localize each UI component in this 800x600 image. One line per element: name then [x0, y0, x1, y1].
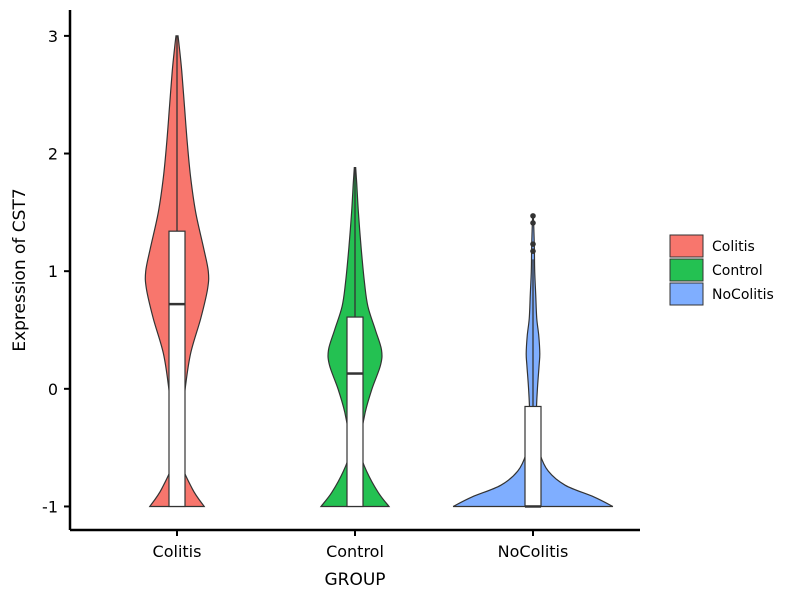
- legend-item-nocolitis: NoColitis: [669, 282, 774, 306]
- x-tick-label: Control: [326, 542, 384, 561]
- outlier-point: [530, 220, 536, 226]
- x-tick-label: Colitis: [153, 542, 202, 561]
- legend-item-control: Control: [669, 258, 763, 282]
- outlier-point: [530, 213, 536, 219]
- legend-label: NoColitis: [712, 287, 774, 303]
- violin-nocolitis: [452, 213, 614, 508]
- y-tick-label: 1: [48, 262, 58, 281]
- box: [346, 316, 364, 508]
- x-axis-title: GROUP: [324, 570, 385, 590]
- legend-label: Control: [712, 263, 763, 279]
- legend-swatch: [669, 282, 704, 306]
- x-tick-label: NoColitis: [498, 542, 569, 561]
- legend-label: Colitis: [712, 239, 755, 255]
- y-axis-title: Expression of CST7: [10, 188, 30, 351]
- box: [524, 405, 542, 508]
- x-axis: Colitis Control NoColitis: [70, 528, 640, 561]
- violin-colitis: [144, 35, 210, 508]
- violin-control: [319, 167, 391, 508]
- box: [168, 230, 186, 508]
- outlier-point: [530, 248, 536, 254]
- y-tick-label: 0: [48, 380, 58, 399]
- y-axis: -1 0 1 2 3: [42, 10, 72, 530]
- y-tick-label: -1: [42, 497, 58, 516]
- legend-swatch: [669, 258, 704, 282]
- legend: Colitis Control NoColitis: [669, 234, 774, 306]
- y-tick-label: 3: [48, 27, 58, 46]
- legend-swatch: [669, 234, 704, 258]
- legend-item-colitis: Colitis: [669, 234, 755, 258]
- plot-area: [144, 35, 614, 508]
- y-tick-label: 2: [48, 145, 58, 164]
- outlier-point: [530, 241, 536, 247]
